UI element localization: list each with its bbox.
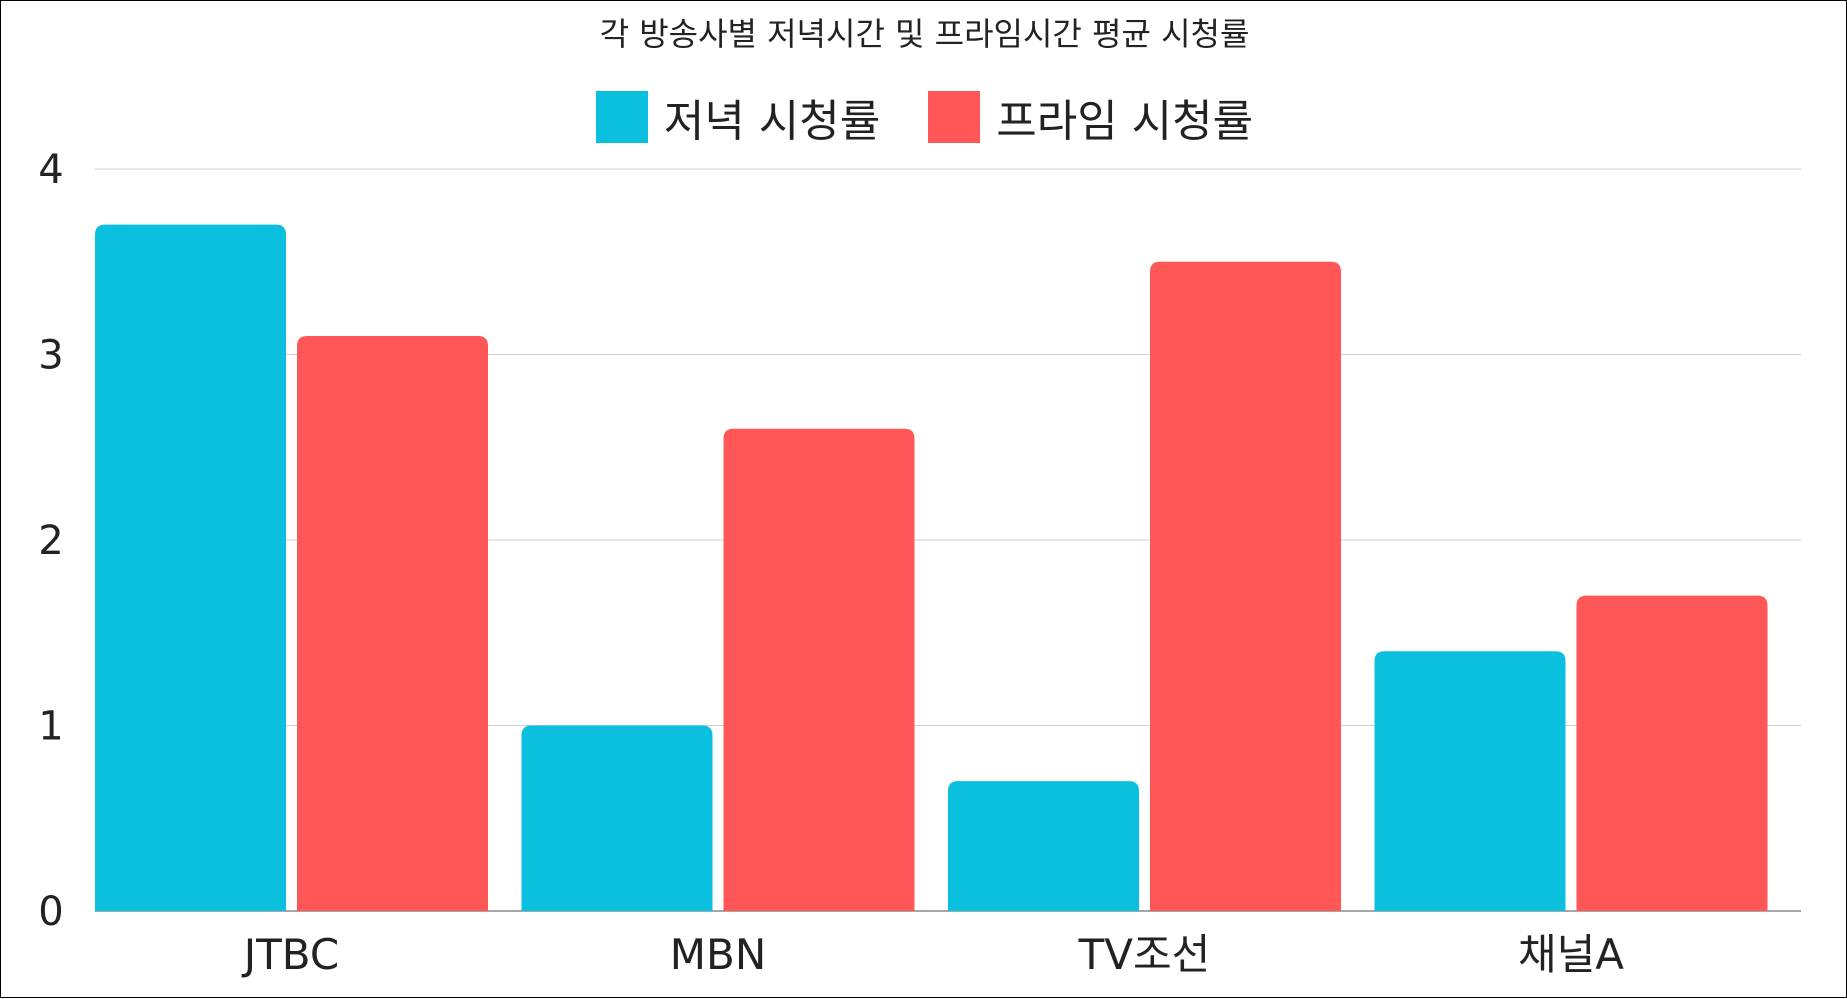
- x-tick-label: 채널A: [1518, 930, 1624, 979]
- y-tick-label: 1: [38, 704, 63, 750]
- bar-evening-1: [522, 726, 713, 912]
- y-tick-label: 2: [38, 518, 63, 564]
- bar-prime-1: [724, 429, 915, 911]
- bar-prime-0: [297, 336, 488, 911]
- bar-evening-3: [1375, 651, 1566, 911]
- bar-evening-0: [95, 225, 286, 911]
- x-tick-label: JTBC: [241, 930, 339, 979]
- bar-prime-3: [1577, 596, 1768, 911]
- y-tick-label: 4: [38, 147, 63, 193]
- bar-prime-2: [1150, 262, 1341, 911]
- y-tick-label: 3: [38, 333, 63, 379]
- y-tick-label: 0: [38, 889, 63, 935]
- bar-evening-2: [948, 781, 1139, 911]
- x-tick-label: MBN: [670, 930, 766, 979]
- x-tick-label: TV조선: [1078, 930, 1211, 979]
